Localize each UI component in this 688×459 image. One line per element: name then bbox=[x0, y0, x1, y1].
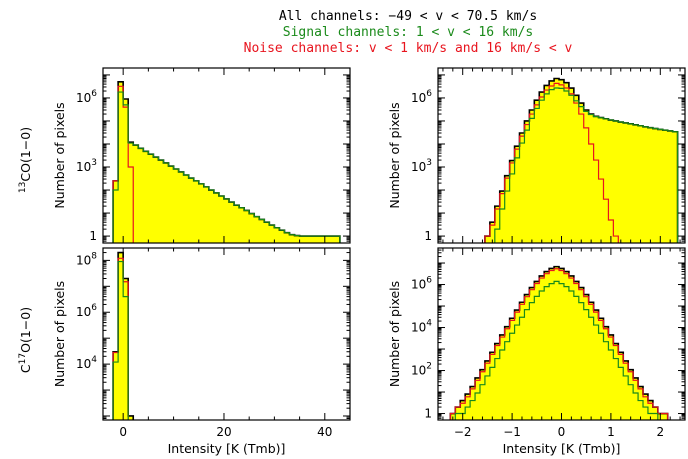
y-tick-label: 106 bbox=[76, 89, 97, 105]
row-label-c17o-sup: 17 bbox=[18, 353, 28, 364]
x-axis-label: Intensity [K (Tmb)] bbox=[168, 441, 286, 456]
row-label-13co-main: CO(1−0) bbox=[18, 127, 33, 182]
series-all-fill bbox=[484, 78, 678, 243]
x-tick-label: 0 bbox=[558, 425, 566, 439]
series-signal-line bbox=[112, 91, 341, 243]
y-tick-label: 102 bbox=[411, 362, 432, 378]
series-noise-line bbox=[484, 82, 619, 243]
x-tick-label: −1 bbox=[503, 425, 521, 439]
y-tick-label: 104 bbox=[411, 319, 432, 335]
series-noise-line bbox=[449, 268, 669, 420]
y-tick-label: 1 bbox=[424, 407, 432, 421]
row-label-13co: 13CO(1−0) bbox=[18, 127, 33, 193]
chart-13co-zoom: 1 103 106 Number of pixels bbox=[387, 67, 686, 244]
chart-c17o-zoom: 1 102 104 106 −2 −1 0 1 2 Intensity [K (Tmb)] Numb… bbox=[387, 247, 686, 456]
y-tick-label: 103 bbox=[76, 158, 97, 174]
row-label-c17o-main: O(1−0) bbox=[18, 307, 33, 353]
series-all-fill bbox=[450, 266, 668, 420]
series-signal-line bbox=[494, 87, 679, 243]
y-axis-label: Number of pixels bbox=[52, 102, 67, 208]
row-label-c17o-pre: C bbox=[18, 364, 33, 373]
x-tick-label: 20 bbox=[216, 425, 231, 439]
x-tick-label: 2 bbox=[656, 425, 664, 439]
y-axis-label: Number of pixels bbox=[387, 281, 402, 387]
y-tick-label: 1 bbox=[424, 229, 432, 243]
row-label-13co-sup: 13 bbox=[18, 182, 28, 193]
series-signal-line bbox=[112, 260, 129, 420]
y-tick-label: 1 bbox=[89, 229, 97, 243]
chart-c17o-full: 104 106 108 0 20 40 Intensity [K (Tmb)] Number … bbox=[52, 247, 351, 456]
y-tick-label: 106 bbox=[411, 89, 432, 105]
plot-frame bbox=[102, 67, 351, 244]
series-signal-line bbox=[454, 280, 659, 420]
header-signal-channels: Signal channels: 1 < v < 16 km/s bbox=[283, 25, 533, 40]
y-axis-label: Number of pixels bbox=[52, 281, 67, 387]
header-noise-channels: Noise channels: v < 1 km/s and 16 km/s <… bbox=[244, 41, 573, 56]
chart-13co-full: 1 103 106 Number of pixels bbox=[52, 67, 351, 244]
row-label-c17o: C17O(1−0) bbox=[18, 307, 33, 373]
y-tick-label: 103 bbox=[411, 158, 432, 174]
x-tick-label: 0 bbox=[119, 425, 127, 439]
y-tick-label: 108 bbox=[76, 251, 97, 267]
plot-frame bbox=[102, 247, 351, 421]
y-tick-label: 106 bbox=[411, 276, 432, 292]
x-tick-label: −2 bbox=[454, 425, 472, 439]
y-axis-label: Number of pixels bbox=[387, 102, 402, 208]
x-tick-label: 1 bbox=[607, 425, 615, 439]
y-tick-label: 106 bbox=[76, 303, 97, 319]
header-all-channels: All channels: −49 < v < 70.5 km/s bbox=[279, 9, 537, 24]
x-axis-label: Intensity [K (Tmb)] bbox=[503, 441, 621, 456]
series-all-fill bbox=[113, 81, 340, 243]
y-tick-label: 104 bbox=[76, 355, 97, 371]
x-tick-label: 40 bbox=[317, 425, 332, 439]
series-noise-line bbox=[112, 257, 129, 420]
